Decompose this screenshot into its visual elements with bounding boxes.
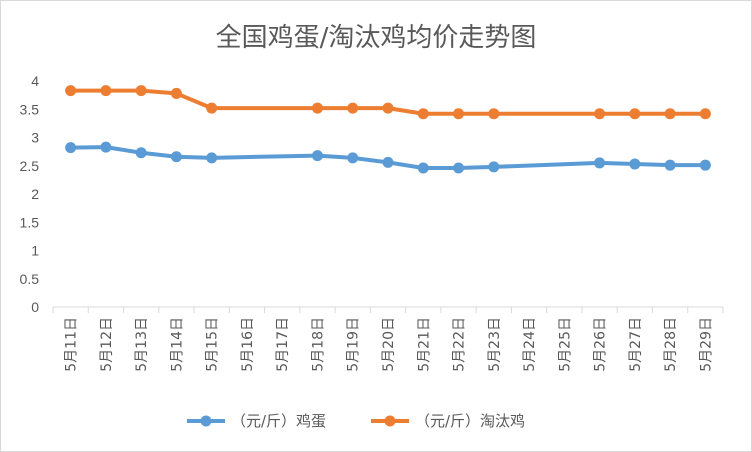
legend-swatch-marker — [384, 415, 396, 427]
data-point-series-2 — [629, 108, 641, 120]
x-tick-label: 5月21日 — [416, 317, 432, 372]
data-point-series-1 — [347, 152, 359, 164]
data-point-series-1 — [453, 162, 465, 174]
data-point-series-1 — [382, 156, 394, 168]
x-tick-label: 5月17日 — [275, 317, 291, 372]
data-point-series-1 — [488, 161, 500, 173]
y-tick-label: 3 — [31, 130, 39, 146]
data-point-series-1 — [417, 162, 429, 174]
data-point-series-2 — [382, 102, 394, 114]
x-tick-label: 5月22日 — [452, 317, 468, 372]
data-point-series-1 — [311, 150, 323, 162]
data-point-series-1 — [170, 151, 182, 163]
data-point-series-2 — [170, 87, 182, 99]
x-tick-label: 5月14日 — [169, 317, 185, 372]
x-tick-label: 5月27日 — [628, 317, 644, 372]
x-tick-label: 5月28日 — [663, 317, 679, 372]
legend-swatch-marker — [200, 415, 212, 427]
data-point-series-2 — [488, 108, 500, 120]
x-tick-label: 5月29日 — [698, 317, 714, 372]
data-point-series-2 — [65, 85, 77, 97]
data-point-series-1 — [65, 142, 77, 154]
data-point-series-1 — [594, 157, 606, 169]
x-tick-label: 5月12日 — [99, 317, 115, 372]
data-point-series-2 — [347, 102, 359, 114]
x-tick-label: 5月18日 — [310, 317, 326, 372]
x-tick-label: 5月20日 — [381, 317, 397, 372]
y-tick-label: 0 — [31, 299, 39, 315]
x-tick-label: 5月26日 — [593, 317, 609, 372]
data-point-series-2 — [699, 108, 711, 120]
y-tick-label: 2 — [31, 186, 39, 202]
x-tick-label: 5月16日 — [240, 317, 256, 372]
x-tick-label: 5月19日 — [346, 317, 362, 372]
y-tick-label: 0.5 — [20, 271, 40, 287]
data-point-series-1 — [699, 159, 711, 171]
x-tick-label: 5月23日 — [487, 317, 503, 372]
y-tick-label: 1 — [31, 243, 39, 259]
y-tick-label: 3.5 — [20, 101, 40, 117]
chart-title: 全国鸡蛋/淘汰鸡均价走势图 — [215, 23, 537, 53]
data-point-series-2 — [594, 108, 606, 120]
y-tick-label: 2.5 — [20, 158, 40, 174]
data-point-series-2 — [206, 102, 218, 114]
data-point-series-2 — [417, 108, 429, 120]
data-point-series-1 — [664, 159, 676, 171]
data-point-series-1 — [629, 158, 641, 170]
y-tick-label: 1.5 — [20, 214, 40, 230]
x-tick-label: 5月13日 — [134, 317, 150, 372]
data-point-series-2 — [100, 85, 112, 97]
data-point-series-2 — [311, 102, 323, 114]
data-point-series-1 — [100, 141, 112, 153]
data-point-series-2 — [664, 108, 676, 120]
legend-label: （元/斤）鸡蛋 — [231, 412, 326, 430]
y-tick-label: 4 — [31, 73, 39, 89]
data-point-series-2 — [453, 108, 465, 120]
x-tick-label: 5月24日 — [522, 317, 538, 372]
data-point-series-2 — [135, 85, 147, 97]
data-point-series-1 — [135, 147, 147, 159]
x-tick-label: 5月15日 — [205, 317, 221, 372]
data-point-series-1 — [206, 152, 218, 164]
x-tick-label: 5月11日 — [64, 317, 80, 372]
legend-label: （元/斤）淘汰鸡 — [415, 412, 525, 430]
x-tick-label: 5月25日 — [557, 317, 573, 372]
